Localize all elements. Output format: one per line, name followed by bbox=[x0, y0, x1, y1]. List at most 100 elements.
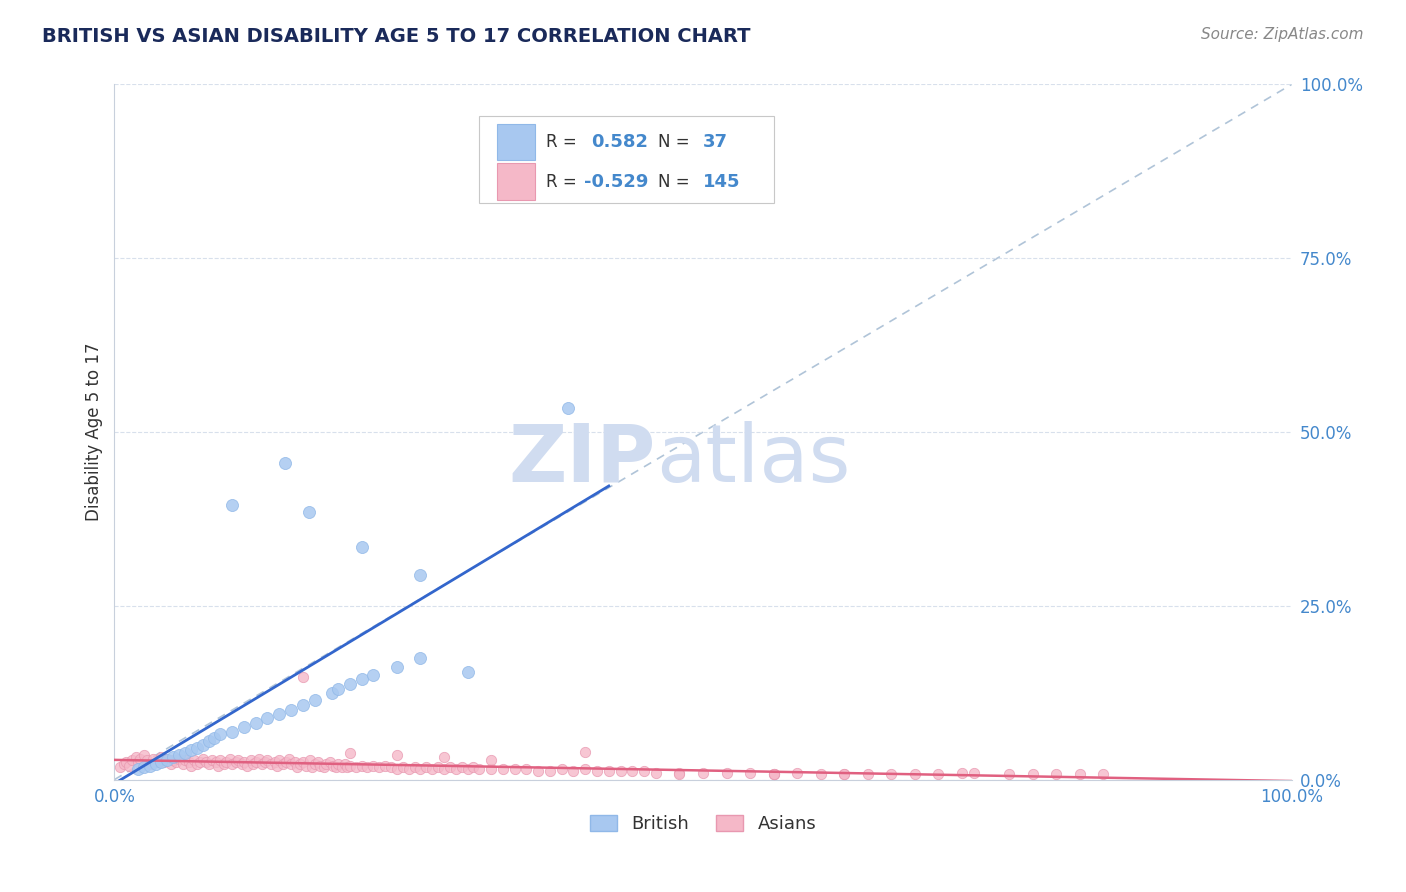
Point bbox=[295, 758, 318, 772]
Point bbox=[298, 753, 321, 767]
Point bbox=[167, 748, 190, 763]
Point bbox=[880, 767, 903, 781]
Point bbox=[326, 682, 349, 697]
Point bbox=[250, 757, 273, 772]
Point bbox=[160, 757, 183, 772]
Point bbox=[538, 764, 561, 779]
Point bbox=[247, 752, 270, 766]
Point bbox=[256, 711, 278, 725]
Point bbox=[444, 762, 467, 776]
Point bbox=[242, 757, 264, 772]
Point bbox=[150, 756, 173, 770]
Point bbox=[218, 752, 240, 766]
Point bbox=[174, 746, 197, 760]
Point bbox=[927, 767, 949, 781]
Point bbox=[165, 756, 187, 770]
Point bbox=[315, 757, 337, 772]
Point bbox=[998, 767, 1021, 781]
Point bbox=[479, 762, 502, 776]
Point bbox=[221, 498, 243, 512]
Point bbox=[368, 760, 391, 774]
Text: 145: 145 bbox=[703, 172, 741, 191]
Point bbox=[339, 746, 361, 760]
Point bbox=[312, 760, 335, 774]
Text: Source: ZipAtlas.com: Source: ZipAtlas.com bbox=[1201, 27, 1364, 42]
Point bbox=[186, 741, 208, 756]
Point bbox=[112, 757, 135, 772]
Point bbox=[204, 731, 226, 745]
Point bbox=[269, 753, 291, 767]
Point bbox=[427, 760, 450, 774]
Point bbox=[132, 748, 155, 763]
Point bbox=[226, 753, 249, 767]
Point bbox=[291, 698, 314, 712]
Point bbox=[322, 758, 344, 772]
Point bbox=[156, 753, 179, 767]
Point bbox=[191, 752, 214, 766]
Text: ZIP: ZIP bbox=[509, 421, 655, 499]
Point bbox=[142, 752, 165, 766]
Point bbox=[330, 760, 353, 774]
Point bbox=[562, 764, 585, 779]
Point bbox=[832, 767, 855, 781]
Point bbox=[385, 748, 408, 763]
Point bbox=[201, 753, 224, 767]
Point bbox=[433, 762, 456, 776]
Point bbox=[298, 505, 321, 519]
Point bbox=[245, 756, 267, 770]
Point bbox=[209, 727, 232, 741]
Point bbox=[260, 757, 283, 772]
Point bbox=[115, 756, 138, 770]
Point bbox=[283, 756, 305, 770]
Point bbox=[479, 753, 502, 767]
Point bbox=[204, 756, 226, 770]
Point bbox=[574, 762, 596, 776]
Point bbox=[285, 760, 308, 774]
Point bbox=[188, 756, 211, 770]
Point bbox=[644, 765, 666, 780]
Point bbox=[291, 756, 314, 770]
Point bbox=[110, 760, 132, 774]
Point bbox=[209, 753, 232, 767]
Point bbox=[239, 753, 262, 767]
Point bbox=[266, 758, 288, 772]
Point bbox=[786, 765, 808, 780]
Point bbox=[492, 762, 515, 776]
Point bbox=[254, 756, 277, 770]
Point bbox=[1045, 767, 1067, 781]
Text: N =: N = bbox=[658, 133, 695, 151]
Point bbox=[409, 762, 432, 776]
Point bbox=[385, 660, 408, 674]
Point bbox=[716, 765, 738, 780]
Point bbox=[197, 734, 219, 748]
Text: R =: R = bbox=[547, 133, 582, 151]
Point bbox=[856, 767, 879, 781]
Text: -0.529: -0.529 bbox=[583, 172, 648, 191]
Point bbox=[950, 765, 973, 780]
Point bbox=[231, 757, 253, 772]
Point bbox=[515, 762, 537, 776]
Point bbox=[527, 764, 550, 779]
Point bbox=[138, 757, 160, 772]
Point bbox=[156, 752, 179, 766]
Point bbox=[183, 753, 205, 767]
Point bbox=[586, 764, 609, 779]
Point bbox=[963, 765, 986, 780]
Point bbox=[339, 676, 361, 690]
Point bbox=[420, 762, 443, 776]
FancyBboxPatch shape bbox=[496, 163, 534, 200]
Point bbox=[557, 401, 579, 415]
Point bbox=[810, 767, 832, 781]
Point bbox=[609, 764, 631, 779]
Point bbox=[404, 760, 426, 774]
Point bbox=[762, 767, 785, 781]
Point bbox=[291, 670, 314, 684]
Point bbox=[138, 758, 160, 772]
Point bbox=[215, 756, 238, 770]
Point bbox=[197, 757, 219, 772]
Point bbox=[363, 668, 385, 682]
Point bbox=[551, 762, 574, 776]
Point bbox=[450, 760, 472, 774]
Text: atlas: atlas bbox=[655, 421, 851, 499]
Point bbox=[146, 756, 169, 770]
